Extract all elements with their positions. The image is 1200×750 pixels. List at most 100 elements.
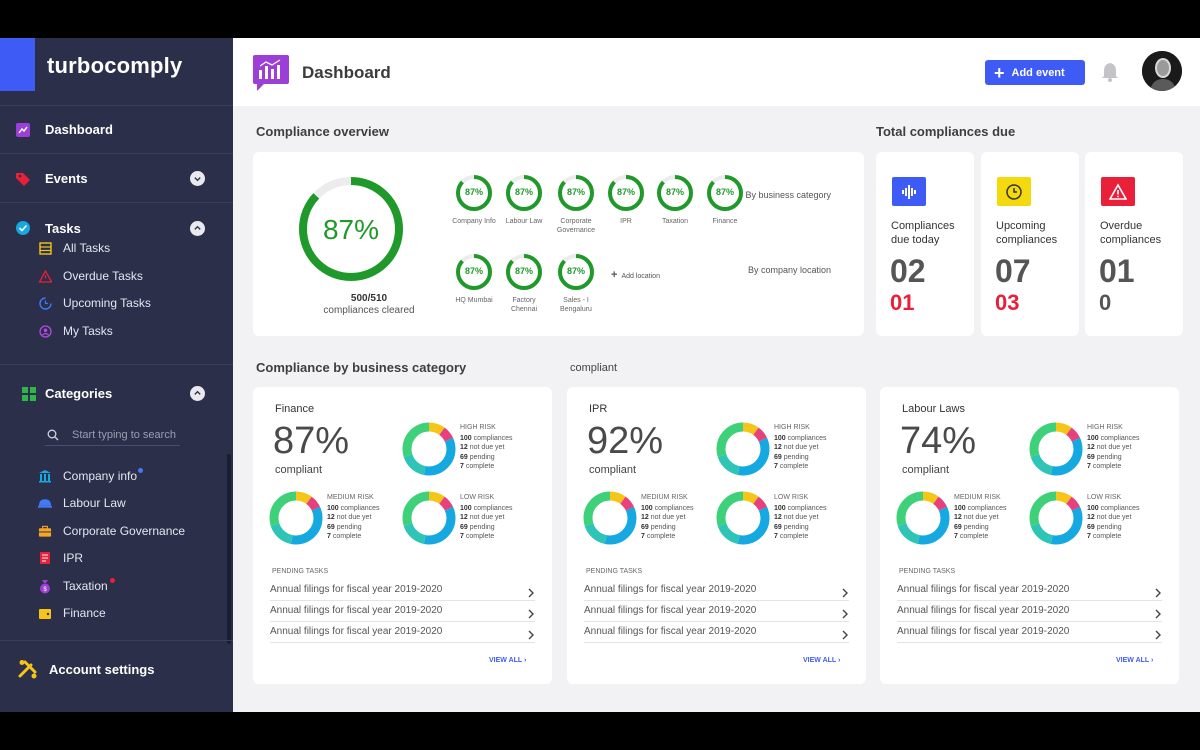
mini-progress[interactable]: 87% HQ Mumbai <box>449 253 499 305</box>
account-settings[interactable]: Account settings <box>0 640 233 695</box>
sidebar-item-all-tasks[interactable]: All Tasks <box>0 236 233 260</box>
risk-donut <box>401 421 457 477</box>
risk-row: 7 complete <box>1087 462 1140 472</box>
due-card-count: 01 <box>1099 253 1135 289</box>
overview-card: 87% 500/510 compliances cleared 87% Compa… <box>253 152 864 336</box>
search-input[interactable]: Start typing to search <box>72 428 176 441</box>
brand: turbocomply <box>0 38 233 106</box>
chevron-down-icon[interactable] <box>190 171 205 186</box>
risk-count-label: complete <box>332 533 362 540</box>
mini-progress[interactable]: 87% IPR <box>601 174 651 226</box>
risk-row: 12 not due yet <box>1087 443 1140 453</box>
risk-count: 12 <box>641 514 649 521</box>
mini-progress[interactable]: 87% Labour Law <box>499 174 549 226</box>
risk-count: 69 <box>1087 453 1095 461</box>
pending-task-row[interactable]: Annual filings for fiscal year 2019-2020 <box>270 580 535 601</box>
mini-ring-arc <box>558 254 594 290</box>
sidebar-item-events[interactable]: Events <box>0 155 233 203</box>
avatar[interactable] <box>1142 51 1182 91</box>
mini-progress[interactable]: 87% Sales - I Bengaluru <box>551 253 601 314</box>
chevron-up-icon[interactable] <box>190 220 205 236</box>
risk-row: 7 complete <box>774 532 827 542</box>
due-card[interactable]: Upcoming compliances 07 03 <box>981 152 1079 336</box>
mini-progress[interactable]: 87% Factory Chennai <box>499 253 549 314</box>
risk-count: 69 <box>327 523 335 531</box>
view-all-label: VIEW ALL <box>803 657 837 664</box>
sidebar-item-label: Overdue Tasks <box>63 269 143 283</box>
view-all-link[interactable]: VIEW ALL › <box>803 657 840 664</box>
risk-count-label: pending <box>1096 453 1122 461</box>
risk-count: 12 <box>774 444 782 451</box>
due-card-count: 07 <box>995 253 1031 289</box>
mini-progress[interactable]: 87% Company Info <box>449 174 499 226</box>
pending-task-row[interactable]: Annual filings for fiscal year 2019-2020 <box>270 622 535 643</box>
risk-count-label: not due yet <box>963 514 999 521</box>
sidebar-scrollbar[interactable] <box>227 454 231 644</box>
risk-level: MEDIUM RISK <box>954 494 1001 501</box>
risk-donut <box>1028 490 1084 546</box>
plus-icon: + <box>994 62 1005 83</box>
add-event-button[interactable]: + Add event <box>985 60 1085 85</box>
sidebar-item-finance[interactable]: Finance <box>0 601 233 625</box>
risk-count-label: compliances <box>473 434 513 442</box>
pending-task-row[interactable]: Annual filings for fiscal year 2019-2020 <box>584 601 849 622</box>
pending-task-row[interactable]: Annual filings for fiscal year 2019-2020 <box>584 622 849 643</box>
bell-icon[interactable] <box>1101 62 1119 82</box>
sidebar-item-company-info[interactable]: Company info <box>0 464 233 488</box>
pending-task-row[interactable]: Annual filings for fiscal year 2019-2020 <box>897 601 1162 622</box>
pending-task-label: Annual filings for fiscal year 2019-2020 <box>270 626 443 637</box>
mini-caption: IPR <box>620 218 632 225</box>
sidebar-item-labour-law[interactable]: Labour Law <box>0 491 233 515</box>
sidebar-item-dashboard[interactable]: Dashboard <box>0 106 233 154</box>
sidebar-item-my-tasks[interactable]: My Tasks <box>0 319 233 343</box>
pending-task-row[interactable]: Annual filings for fiscal year 2019-2020 <box>897 580 1162 601</box>
mini-percentage: 87% <box>715 187 734 197</box>
risk-count: 7 <box>1087 533 1091 540</box>
risk-row: 12 not due yet <box>327 513 380 523</box>
risk-row: 69 pending <box>774 453 827 463</box>
section-title-overview: Compliance overview <box>256 124 389 139</box>
sidebar-item-label: Dashboard <box>45 122 113 137</box>
mini-ring: 87% <box>455 253 493 291</box>
sidebar-item-ipr[interactable]: IPR <box>0 546 233 570</box>
risk-donut <box>1028 421 1084 477</box>
sidebar-item-categories[interactable]: Categories <box>0 364 233 422</box>
mini-ring-arc <box>506 254 542 290</box>
category-search[interactable]: Start typing to search <box>45 424 180 446</box>
chevron-right-icon <box>527 585 535 598</box>
sidebar-item-tasks[interactable]: Tasks <box>0 204 233 252</box>
due-card[interactable]: Compliances due today 02 01 <box>876 152 974 336</box>
pending-task-row[interactable]: Annual filings for fiscal year 2019-2020 <box>897 622 1162 643</box>
risk-count-label: pending <box>650 523 676 531</box>
pending-task-row[interactable]: Annual filings for fiscal year 2019-2020 <box>270 601 535 622</box>
pending-task-label: Annual filings for fiscal year 2019-2020 <box>270 605 443 616</box>
risk-row: 69 pending <box>460 523 513 533</box>
risk-level: LOW RISK <box>1087 494 1122 501</box>
document-icon <box>38 551 52 565</box>
due-card-label: Upcoming compliances <box>996 220 1058 246</box>
brand-name[interactable]: turbocomply <box>47 53 183 78</box>
wallet-icon <box>38 606 52 620</box>
add-location-button[interactable]: + Add location <box>611 269 660 281</box>
risk-row: 100 compliances <box>1087 504 1140 514</box>
chevron-up-icon[interactable] <box>190 386 205 401</box>
sidebar-item-corporate-governance[interactable]: Corporate Governance <box>0 519 233 543</box>
pending-task-row[interactable]: Annual filings for fiscal year 2019-2020 <box>584 580 849 601</box>
mini-progress[interactable]: 87% Taxation <box>650 174 700 226</box>
view-all-link[interactable]: VIEW ALL › <box>1116 657 1153 664</box>
view-all-label: VIEW ALL <box>1116 657 1150 664</box>
risk-count-label: pending <box>963 523 989 531</box>
sidebar-item-label: Labour Law <box>63 496 126 510</box>
risk-count: 7 <box>954 533 958 540</box>
mini-progress[interactable]: 87% Finance <box>700 174 750 226</box>
chevron-right-icon <box>527 606 535 619</box>
sidebar-item-overdue-tasks[interactable]: Overdue Tasks <box>0 264 233 288</box>
sidebar-item-taxation[interactable]: $ Taxation <box>0 574 233 598</box>
due-card[interactable]: Overdue compliances 01 0 <box>1085 152 1183 336</box>
risk-count: 69 <box>774 523 782 531</box>
sidebar-item-upcoming-tasks[interactable]: Upcoming Tasks <box>0 291 233 315</box>
mini-progress[interactable]: 87% Corporate Governance <box>551 174 601 235</box>
risk-level: MEDIUM RISK <box>327 494 374 501</box>
view-all-link[interactable]: VIEW ALL › <box>489 657 526 664</box>
risk-row: 69 pending <box>1087 453 1140 463</box>
